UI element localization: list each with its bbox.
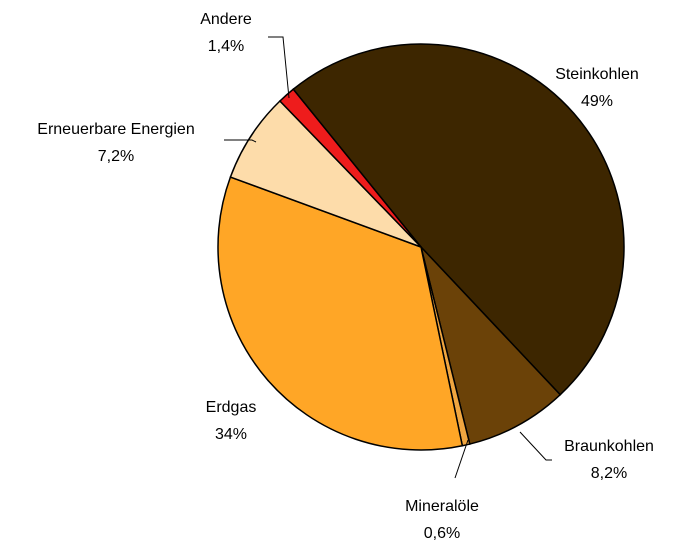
leader-line bbox=[268, 36, 290, 99]
leader-line bbox=[224, 139, 257, 143]
slice-label: Erdgas bbox=[206, 399, 257, 416]
pie-slice bbox=[419, 244, 562, 445]
leader-line bbox=[519, 431, 552, 461]
value-label: 0,6% bbox=[424, 525, 460, 542]
slice-label: Mineralöle bbox=[405, 498, 479, 515]
leader-line bbox=[454, 439, 469, 479]
pie-slice bbox=[217, 176, 464, 451]
value-label: 49% bbox=[581, 93, 613, 110]
value-label: 7,2% bbox=[98, 148, 134, 165]
slice-label: Andere bbox=[200, 11, 252, 28]
value-label: 1,4% bbox=[208, 38, 244, 55]
value-label: 8,2% bbox=[591, 465, 627, 482]
value-label: 34% bbox=[215, 426, 247, 443]
slice-label: Braunkohlen bbox=[564, 438, 654, 455]
slice-label: Steinkohlen bbox=[555, 66, 639, 83]
slice-label: Erneuerbare Energien bbox=[37, 121, 194, 138]
pie-slice bbox=[292, 43, 625, 396]
pie-slice bbox=[278, 88, 422, 248]
